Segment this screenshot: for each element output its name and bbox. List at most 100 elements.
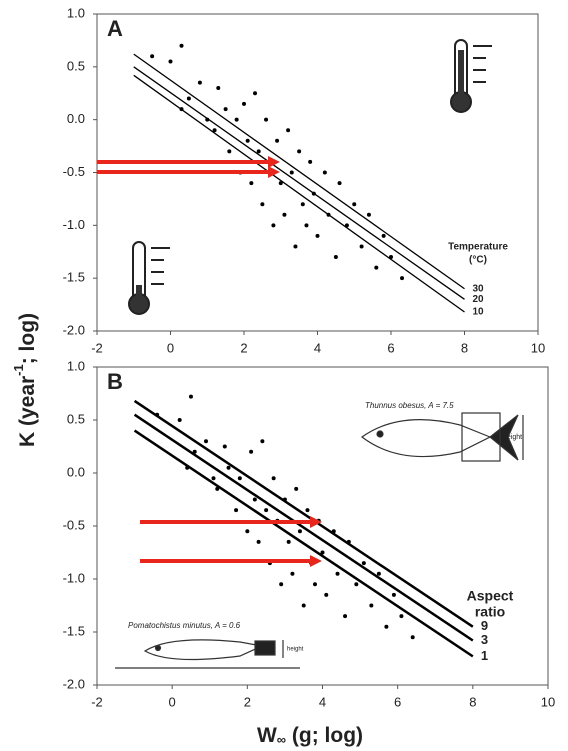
point — [391, 592, 396, 597]
point — [279, 582, 284, 587]
line-label: 20 — [473, 294, 485, 305]
x-tick-label: 0 — [169, 694, 176, 709]
fish-caption: Pomatochistus minutus, A = 0.6 — [128, 621, 241, 630]
x-label-rest: (g; log) — [286, 724, 363, 747]
point — [245, 529, 250, 534]
point — [253, 91, 258, 96]
point — [168, 59, 173, 64]
point — [188, 394, 193, 399]
y-label-main: K (year — [16, 376, 39, 447]
x-tick-label: -2 — [91, 340, 103, 355]
point — [290, 571, 295, 576]
point — [278, 181, 283, 186]
y-tick-label: -1.5 — [63, 270, 85, 285]
point — [249, 181, 254, 186]
y-tick-label: 0.5 — [67, 58, 85, 73]
x-tick-label: 2 — [240, 340, 247, 355]
point — [271, 223, 276, 228]
point — [333, 255, 338, 260]
y-tick-label: -1.0 — [63, 217, 85, 232]
legend-title: (°C) — [469, 255, 487, 266]
point — [212, 128, 217, 133]
point — [286, 128, 291, 133]
height-label: height — [503, 434, 522, 441]
point — [337, 181, 342, 186]
line-label: 10 — [473, 307, 485, 318]
point — [223, 107, 228, 112]
x-label-main: W — [257, 724, 277, 747]
y-tick-label: -1.0 — [63, 570, 85, 585]
point — [282, 212, 287, 217]
point — [300, 202, 305, 207]
point — [354, 582, 359, 587]
point — [289, 170, 294, 175]
point — [293, 244, 298, 249]
point — [400, 276, 405, 281]
arrow-head — [268, 166, 280, 178]
fit-line — [133, 53, 465, 290]
legend-title: Temperature — [448, 242, 508, 253]
line-label: 1 — [481, 648, 488, 663]
point — [150, 54, 155, 59]
point — [315, 233, 320, 238]
point — [234, 508, 239, 513]
point — [264, 508, 269, 513]
x-tick-label: 0 — [167, 340, 174, 355]
y-axis-label: K (year-1; log) — [11, 313, 38, 447]
line-label: 30 — [473, 283, 485, 294]
x-tick-label: 8 — [469, 694, 476, 709]
x-tick-label: 10 — [531, 340, 545, 355]
x-label-sub: ∞ — [277, 732, 286, 747]
fit-line — [133, 429, 474, 658]
point — [324, 592, 329, 597]
point — [203, 439, 208, 444]
point — [320, 550, 325, 555]
height-label: height — [287, 647, 304, 653]
point — [249, 449, 254, 454]
x-axis-label: W∞ (g; log) — [257, 724, 363, 748]
legend-title: ratio — [475, 604, 505, 620]
point — [399, 614, 404, 619]
point — [177, 418, 182, 422]
tuna-drawing — [360, 412, 524, 462]
point — [297, 529, 302, 534]
point — [227, 149, 232, 154]
point — [376, 571, 381, 576]
arrow-head — [268, 156, 280, 168]
y-tick-label: -0.5 — [63, 164, 85, 179]
fit-line — [133, 66, 465, 300]
point — [186, 96, 191, 101]
point — [381, 233, 386, 238]
point — [179, 43, 184, 48]
point — [352, 202, 357, 207]
thermometer-cold — [128, 241, 170, 315]
point — [294, 486, 299, 491]
y-tick-label: 1.0 — [67, 358, 85, 373]
point — [286, 539, 291, 544]
point — [260, 439, 265, 444]
fish-caption: Thunnus obesus, A = 7.5 — [365, 401, 454, 410]
point — [256, 149, 261, 154]
line-label: 9 — [481, 618, 488, 633]
point — [301, 603, 306, 608]
point — [216, 85, 221, 90]
point — [308, 159, 313, 164]
fit-line — [133, 413, 474, 642]
x-tick-label: 6 — [387, 340, 394, 355]
line-label: 3 — [481, 632, 488, 647]
point — [252, 497, 257, 502]
point — [234, 117, 239, 122]
point — [369, 603, 374, 608]
point — [226, 465, 231, 470]
arrow-head — [310, 555, 322, 567]
y-tick-label: 0.0 — [67, 464, 85, 479]
y-tick-label: -1.5 — [63, 623, 85, 638]
y-tick-label: 0.5 — [67, 411, 85, 426]
point — [384, 624, 389, 629]
point — [242, 101, 246, 106]
y-tick-label: 1.0 — [67, 5, 85, 20]
point — [264, 117, 269, 122]
point — [245, 138, 250, 143]
x-tick-label: -2 — [91, 694, 103, 709]
x-tick-label: 8 — [461, 340, 468, 355]
